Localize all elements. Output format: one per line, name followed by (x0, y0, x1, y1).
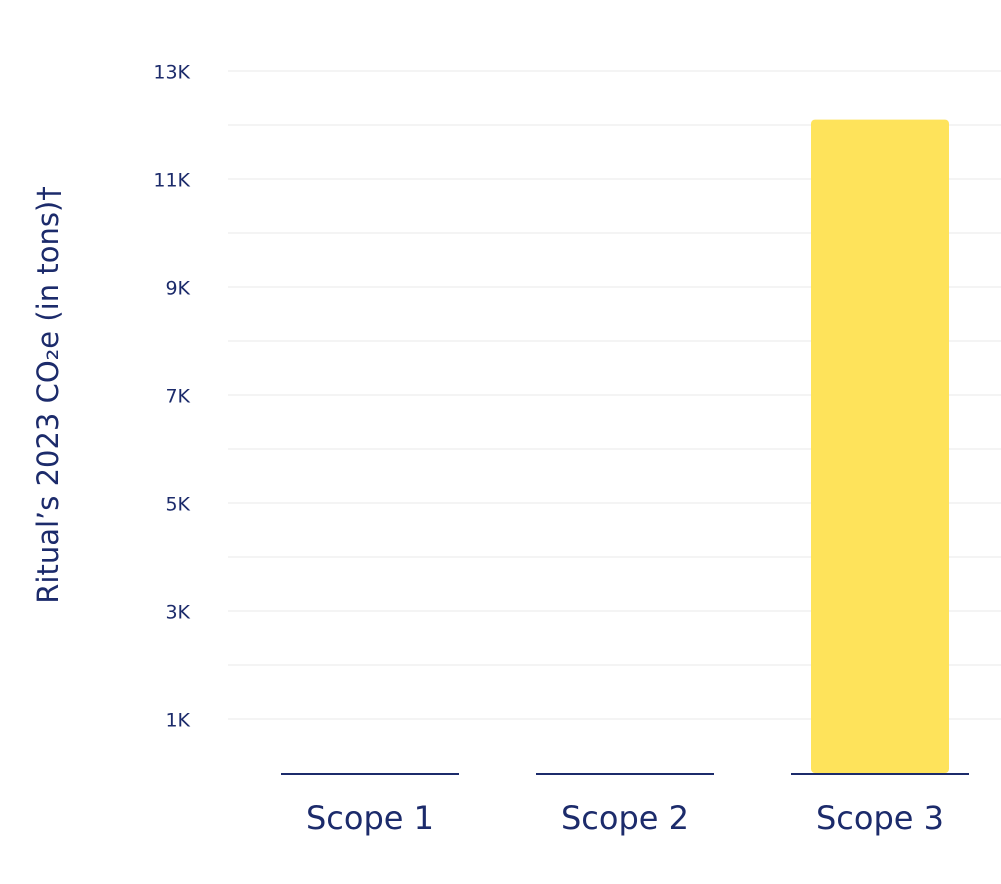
y-tick-label: 1K (165, 710, 190, 732)
y-tick-label: 13K (153, 62, 190, 84)
x-tick-label: Scope 3 (816, 799, 944, 837)
bar (811, 119, 949, 774)
x-tick-label: Scope 2 (561, 799, 689, 837)
y-tick-label: 7K (165, 386, 190, 408)
y-axis-label: Ritual’s 2023 CO₂e (in tons)† (31, 186, 65, 604)
y-tick-label: 9K (165, 278, 190, 300)
x-tick-label: Scope 1 (306, 799, 434, 837)
y-tick-label: 11K (153, 170, 190, 192)
y-tick-label: 3K (165, 602, 190, 624)
y-tick-label: 5K (165, 494, 190, 516)
